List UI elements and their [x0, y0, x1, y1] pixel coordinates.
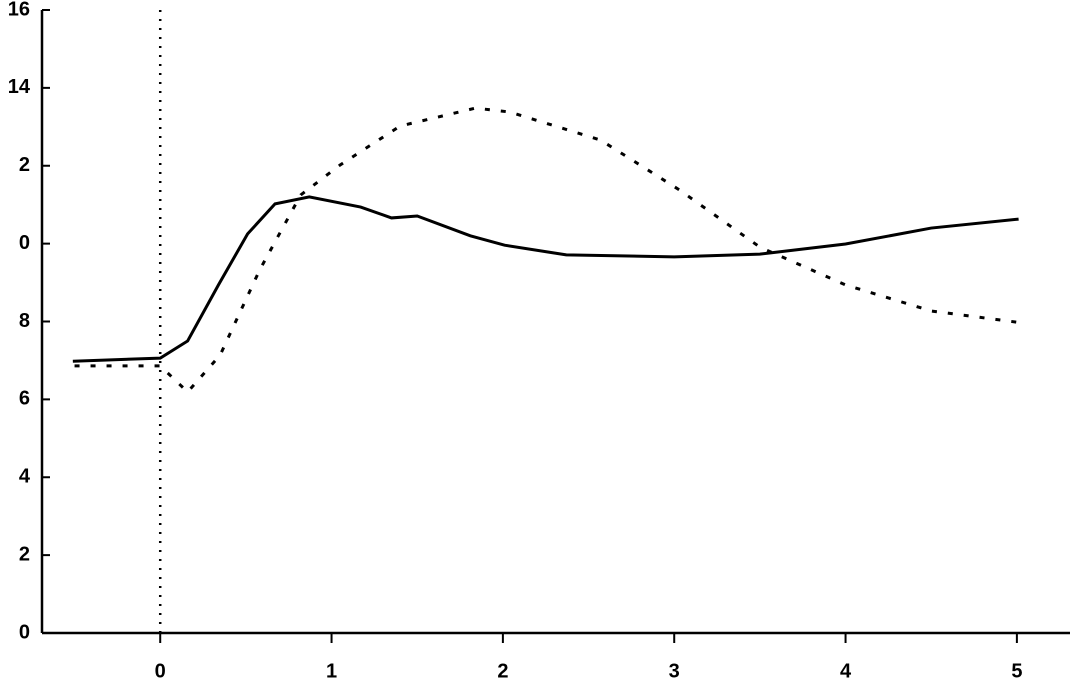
y-tick-label: 8 — [19, 310, 30, 332]
y-tick-label: 16 — [8, 0, 30, 20]
y-tick-label: 0 — [19, 232, 30, 254]
data-line — [72, 195, 1019, 363]
data-line — [74, 106, 1024, 395]
x-tick-label: 5 — [1011, 660, 1022, 682]
x-tick-label: 3 — [669, 660, 680, 682]
y-tick-label: 14 — [8, 76, 31, 98]
y-tick-label: 2 — [19, 154, 30, 176]
y-tick-label: 2 — [19, 543, 30, 565]
x-tick-label: 4 — [840, 660, 852, 682]
y-tick-label: 6 — [19, 388, 30, 410]
x-tick-label: 0 — [155, 660, 166, 682]
x-tick-label: 1 — [326, 660, 337, 682]
y-tick-label: 4 — [19, 466, 31, 488]
y-tick-label: 0 — [19, 621, 30, 643]
x-tick-label: 2 — [497, 660, 508, 682]
